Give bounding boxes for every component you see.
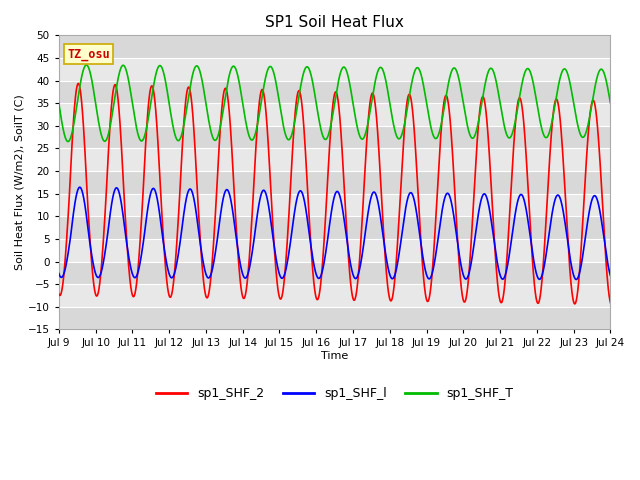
Legend: sp1_SHF_2, sp1_SHF_l, sp1_SHF_T: sp1_SHF_2, sp1_SHF_l, sp1_SHF_T [150, 383, 518, 406]
Y-axis label: Soil Heat Flux (W/m2), SoilT (C): Soil Heat Flux (W/m2), SoilT (C) [15, 95, 25, 270]
Bar [59, 193, 611, 216]
Bar [59, 103, 611, 126]
Bar [59, 81, 611, 103]
Text: TZ_osu: TZ_osu [67, 48, 110, 60]
Bar [59, 148, 611, 171]
Bar [59, 126, 611, 148]
Bar [59, 239, 611, 262]
Bar [59, 307, 611, 329]
Bar [59, 284, 611, 307]
Bar [59, 36, 611, 58]
Bar [59, 171, 611, 193]
X-axis label: Time: Time [321, 351, 348, 361]
Bar [59, 262, 611, 284]
Title: SP1 Soil Heat Flux: SP1 Soil Heat Flux [265, 15, 404, 30]
Bar [59, 216, 611, 239]
Bar [59, 58, 611, 81]
